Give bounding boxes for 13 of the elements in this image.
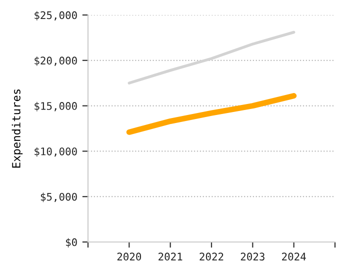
x-tick-label: 2022	[200, 252, 224, 261]
y-tick-label: $15,000	[34, 102, 77, 112]
x-tick-label: 2024	[282, 252, 306, 261]
x-tick-label: 2023	[240, 252, 264, 261]
x-tick-label: 2021	[158, 252, 182, 261]
y-tick-label: $20,000	[34, 56, 77, 66]
y-tick-label: $0	[66, 238, 77, 248]
y-tick-label: $5,000	[40, 192, 77, 202]
y-tick-label: $25,000	[34, 11, 77, 21]
x-tick-label: 2020	[117, 252, 142, 261]
y-axis-title: Expenditures	[12, 89, 23, 168]
y-tick-label: $10,000	[34, 147, 77, 157]
line-series	[128, 30, 296, 84]
